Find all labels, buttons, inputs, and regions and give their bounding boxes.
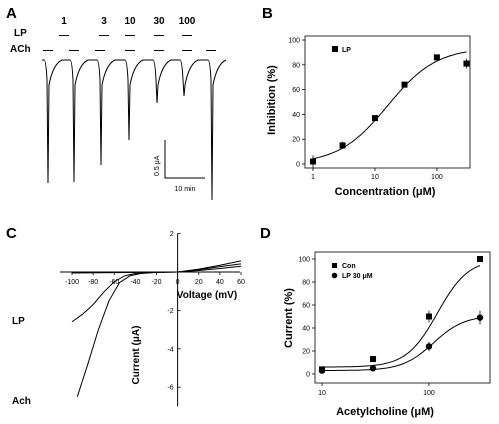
d-data-point-con [370, 356, 377, 363]
b-y-tick-label: 100 [288, 38, 300, 45]
d-legend-marker-lp [331, 272, 338, 279]
panel-letter-b: B [262, 5, 273, 22]
d-y-tick-label: 100 [298, 257, 310, 264]
c-label-ach: Ach [12, 396, 31, 407]
d-x-tick-label: 100 [423, 390, 435, 397]
d-y-tick-label: 40 [302, 326, 310, 333]
ach-dash-7: — [206, 45, 216, 56]
scale-current-label: 0.5 μA [154, 155, 161, 176]
ach-dash-3: — [95, 45, 105, 56]
d-data-point-lp [369, 365, 377, 372]
d-data-point-lp [476, 314, 484, 321]
panel-letter-d: D [260, 225, 271, 242]
d-y-tick-label: 80 [302, 280, 310, 287]
inhibition-chart: Inhibition (%) Concentration (μM) LP 0 20… [266, 35, 471, 198]
ach-dash-2: — [69, 45, 79, 56]
c-x-tick-label: -80 [88, 279, 98, 286]
d-data-point-lp [318, 367, 326, 374]
scale-time-label: 10 min [174, 186, 195, 193]
d-data-point-con [477, 256, 483, 262]
c-y-tick-label: -4 [167, 346, 173, 353]
c-y-tick-label: -6 [167, 385, 173, 392]
c-y-axis-title: Current (μA) [131, 326, 142, 385]
conc-label-3: 3 [101, 16, 107, 27]
c-iv-curve-2 [71, 265, 242, 274]
iv-chart: Voltage (mV) Current (μA) LP Ach -100 -80… [12, 231, 245, 407]
b-y-tick-label: 0 [296, 162, 300, 169]
b-legend-label: LP [342, 47, 351, 54]
lp-dash-5: — [182, 30, 192, 41]
conc-label-30: 30 [153, 16, 165, 27]
b-x-axis-title: Concentration (μM) [335, 186, 436, 198]
current-traces [42, 59, 227, 201]
c-iv-curve-1 [76, 260, 242, 397]
b-y-tick-label: 20 [292, 137, 300, 144]
d-fit-curve-0 [322, 265, 481, 368]
b-data-point [463, 60, 470, 67]
c-y-tick-label: -2 [167, 308, 173, 315]
d-legend-label-con: Con [342, 263, 356, 270]
ach-dash-1: — [43, 45, 53, 56]
b-legend-marker [332, 46, 338, 52]
c-iv-curve-0 [71, 263, 242, 323]
d-y-tick-label: 20 [302, 349, 310, 356]
c-x-tick-label: -100 [65, 279, 79, 286]
b-x-tick-label: 10 [371, 174, 379, 181]
lp-dash-3: — [125, 30, 135, 41]
lp-dash-2: — [99, 30, 109, 41]
b-y-axis-title: Inhibition (%) [266, 65, 278, 135]
d-x-axis-title: Acetylcholine (μM) [336, 406, 434, 418]
b-y-tick-label: 40 [292, 112, 300, 119]
ach-dash-5: — [154, 45, 164, 56]
b-x-tick-label: 100 [431, 174, 443, 181]
b-x-tick-label: 1 [311, 174, 315, 181]
b-y-tick-label: 80 [292, 62, 300, 69]
d-fit-curve-1 [322, 317, 481, 371]
conc-label-1: 1 [61, 16, 67, 27]
d-data-point-lp [425, 343, 433, 350]
d-legend-marker-con [332, 263, 337, 268]
lp-dash-1: — [59, 30, 69, 41]
c-x-tick-label: 60 [237, 279, 245, 286]
b-fit-curve [312, 51, 467, 160]
d-data-point-con [425, 313, 432, 320]
b-data-point [371, 115, 378, 122]
c-x-tick-label: 20 [195, 279, 203, 286]
d-y-tick-label: 60 [302, 303, 310, 310]
b-y-tick-label: 60 [292, 87, 300, 94]
c-y-tick-label: 2 [170, 231, 174, 238]
c-label-lp: LP [12, 316, 25, 327]
c-x-tick-label: 40 [216, 279, 224, 286]
current-trace [42, 59, 227, 201]
panel-letter-a: A [6, 5, 17, 22]
c-x-tick-label: -20 [151, 279, 161, 286]
d-y-tick-label: 0 [306, 372, 310, 379]
d-x-tick-label: 10 [318, 390, 326, 397]
conc-label-100: 100 [179, 16, 196, 27]
scale-bar [164, 140, 205, 179]
c-x-tick-label: 0 [176, 279, 180, 286]
d-y-axis-title: Current (%) [283, 288, 295, 348]
c-x-axis-title: Voltage (mV) [177, 290, 237, 301]
conc-label-10: 10 [124, 16, 136, 27]
lp-dash-4: — [154, 30, 164, 41]
b-data-point [433, 54, 440, 61]
lp-row-label: LP [14, 28, 27, 39]
panel-letter-c: C [6, 225, 17, 242]
d-plot-frame [314, 251, 491, 384]
ach-dash-4: — [125, 45, 135, 56]
b-data-point [339, 142, 346, 149]
c-x-tick-label: -40 [130, 279, 140, 286]
ach-row-label: ACh [10, 44, 31, 55]
ach-dash-6: — [182, 45, 192, 56]
b-data-point [401, 81, 408, 88]
b-data-point [310, 158, 316, 165]
acetylcholine-chart: Current (%) Acetylcholine (μM) Con LP 30… [283, 251, 491, 418]
trace-panel: LP ACh 1 3 10 30 100 — — — — — — — — — —… [10, 16, 227, 201]
b-plot-frame [304, 35, 471, 169]
d-legend-label-lp: LP 30 μM [342, 273, 373, 280]
c-x-tick-label: -60 [109, 279, 119, 286]
